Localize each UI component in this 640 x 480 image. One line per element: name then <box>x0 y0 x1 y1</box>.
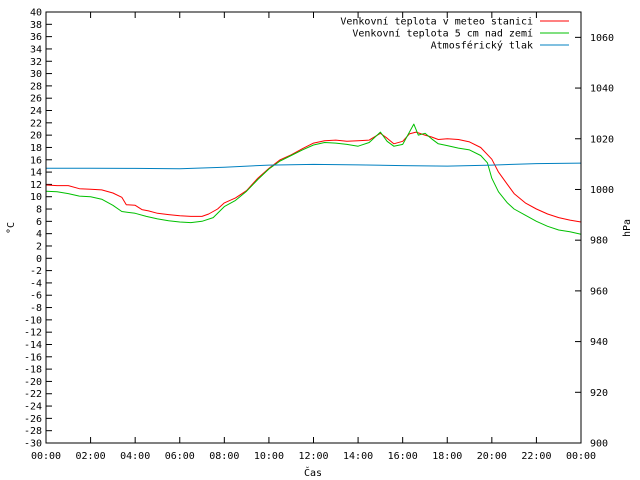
x-tick-label: 12:00 <box>298 451 328 462</box>
legend-label: Atmosférický tlak <box>431 40 533 52</box>
y-tick-label: 36 <box>30 32 42 43</box>
x-tick-label: 10:00 <box>254 451 284 462</box>
y-tick-label: -12 <box>24 328 42 339</box>
y-tick-label: -18 <box>24 365 42 376</box>
y-tick-label: 26 <box>30 94 42 105</box>
y-tick-label: 0 <box>36 254 42 265</box>
y2-tick-label: 1000 <box>590 185 614 196</box>
y-tick-label: 2 <box>36 241 42 252</box>
series-line-2 <box>45 123 582 235</box>
legend-label: Venkovní teplota 5 cm nad zemí <box>352 28 533 40</box>
y2-tick-label: 1060 <box>590 33 614 44</box>
y-tick-label: 14 <box>30 168 42 179</box>
x-axis-label: Čas <box>304 466 322 479</box>
x-axis-ticks: 00:00 02:00 04:00 06:00 08:00 10:00 12:00 14:00… <box>31 12 596 462</box>
x-tick-label: 16:00 <box>388 451 418 462</box>
y2-tick-label: 960 <box>590 286 608 297</box>
y-tick-label: 34 <box>30 44 42 55</box>
x-tick-label: 14:00 <box>343 451 373 462</box>
y-tick-label: 24 <box>30 106 42 117</box>
y-tick-label: -4 <box>30 278 42 289</box>
x-tick-label: 00:00 <box>31 451 61 462</box>
y-tick-label: -30 <box>24 439 42 450</box>
y-tick-label: -16 <box>24 352 42 363</box>
y-tick-label: 16 <box>30 155 42 166</box>
y-tick-label: -24 <box>24 402 42 413</box>
x-tick-label: 20:00 <box>477 451 507 462</box>
x-tick-label: 08:00 <box>209 451 239 462</box>
y-tick-label: -10 <box>24 315 42 326</box>
y-tick-label: -2 <box>30 266 42 277</box>
y2-tick-label: 980 <box>590 236 608 247</box>
y-tick-label: 20 <box>30 131 42 142</box>
y-tick-label: -26 <box>24 414 42 425</box>
y2-tick-label: 1020 <box>590 134 614 145</box>
y2-tick-label: 900 <box>590 439 608 450</box>
y-tick-label: 32 <box>30 57 42 68</box>
y2-axis-ticks: 1060 1040 1020 1000 980 960 940 920 900 <box>575 33 614 450</box>
y-axis-label: °C <box>6 222 17 234</box>
x-tick-label: 02:00 <box>76 451 106 462</box>
y-tick-label: -14 <box>24 340 42 351</box>
x-tick-label: 06:00 <box>165 451 195 462</box>
legend: Venkovní teplota v meteo staniciVenkovní… <box>340 16 569 52</box>
y-tick-label: -20 <box>24 377 42 388</box>
y2-axis-label: hPa <box>622 219 633 237</box>
y-tick-label: 6 <box>36 217 42 228</box>
y-tick-label: -6 <box>30 291 42 302</box>
y-axis-ticks: 4038363432302826242220181614121086420-2-… <box>24 8 52 450</box>
series-group <box>45 123 582 235</box>
y-tick-label: 18 <box>30 143 42 154</box>
y-tick-label: 30 <box>30 69 42 80</box>
y-tick-label: 4 <box>36 229 42 240</box>
x-tick-label: 22:00 <box>521 451 551 462</box>
y-tick-label: 22 <box>30 118 42 129</box>
y-tick-label: 28 <box>30 81 42 92</box>
y-tick-label: 12 <box>30 180 42 191</box>
x-tick-label: 04:00 <box>120 451 150 462</box>
plot-frame <box>45 11 582 444</box>
series-line-1 <box>45 131 582 223</box>
y-tick-label: 8 <box>36 205 42 216</box>
y-tick-label: -28 <box>24 426 42 437</box>
series-line-3 <box>46 162 582 170</box>
y-tick-label: 40 <box>30 8 42 19</box>
y2-tick-label: 920 <box>590 388 608 399</box>
y-tick-label: -22 <box>24 389 42 400</box>
y-tick-label: -8 <box>30 303 42 314</box>
y2-tick-label: 940 <box>590 337 608 348</box>
y2-tick-label: 1040 <box>590 84 614 95</box>
x-tick-label: 18:00 <box>432 451 462 462</box>
x-tick-label: 00:00 <box>566 451 596 462</box>
y-tick-label: 10 <box>30 192 42 203</box>
legend-label: Venkovní teplota v meteo stanici <box>340 16 533 28</box>
y-tick-label: 38 <box>30 20 42 31</box>
